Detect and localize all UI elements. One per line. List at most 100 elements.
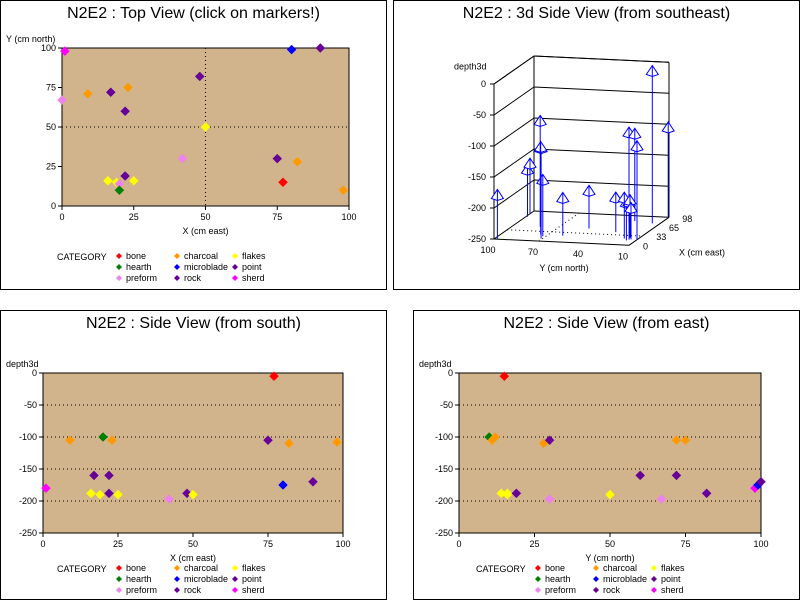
- y-axis-label: Y (cm north): [6, 34, 55, 44]
- x-tick-label: 25: [529, 539, 539, 549]
- y-tick-label: 70: [528, 247, 538, 257]
- point-sherd: [41, 483, 51, 494]
- z-axis-label: depth3d: [454, 62, 487, 72]
- grid-line-z: [533, 86, 670, 94]
- y-tick-label: -100: [19, 432, 37, 442]
- point-sherd: [60, 46, 70, 57]
- y-tick-label: -200: [19, 496, 37, 506]
- legend-label-bone: bone: [126, 251, 146, 261]
- point-rock: [544, 435, 555, 446]
- point-charcoal: [680, 435, 691, 446]
- point-flakes: [605, 489, 615, 500]
- y-tick-label: -250: [435, 528, 453, 538]
- chart-title-3d-view: N2E2 : 3d Side View (from southeast): [462, 5, 731, 22]
- legend-marker-hearth: [116, 576, 122, 582]
- legend-marker-sherd: [232, 587, 238, 593]
- plot-area: [42, 372, 344, 534]
- legend-label-microblade: microblade: [603, 574, 647, 584]
- chart-title-top-view: N2E2 : Top View (click on markers!): [67, 5, 320, 22]
- legend-label-sherd: sherd: [242, 273, 265, 283]
- grid-line-z: [533, 117, 670, 125]
- z-tick-label: -50: [473, 110, 486, 120]
- legend-label-point: point: [242, 262, 262, 272]
- grid-line-z: [533, 55, 670, 63]
- point-charcoal: [487, 435, 498, 446]
- grid-line-z: [533, 148, 670, 156]
- z-tick-label: 0: [481, 79, 486, 89]
- point-point: [89, 470, 99, 481]
- point-rock: [272, 153, 283, 164]
- legend-marker-preform: [116, 587, 122, 593]
- point-hearth: [114, 185, 125, 196]
- legend-marker-bone: [116, 565, 122, 571]
- chart-top-view: 0 25 50 75 100 0 25 50 75 100 X (cm east) Y (cm nor…: [6, 34, 357, 283]
- x-axis-label: X (cm east): [182, 226, 228, 236]
- legend-label-sherd: sherd: [661, 585, 684, 595]
- legend-marker-microblade: [174, 264, 180, 270]
- legend-label-hearth: hearth: [545, 574, 571, 584]
- x-tick-label: 0: [456, 539, 461, 549]
- point-rock: [671, 470, 682, 481]
- grid-line-z: [493, 55, 535, 85]
- legend-label-point: point: [242, 574, 262, 584]
- legend-label-charcoal: charcoal: [603, 563, 637, 573]
- legend-marker-sherd: [651, 587, 657, 593]
- y-tick-label: 10: [618, 251, 628, 261]
- legend-label-hearth: hearth: [126, 574, 152, 584]
- legend-marker-flakes: [651, 565, 657, 571]
- chart-title-east-view: N2E2 : Side View (from east): [503, 315, 710, 332]
- y-tick-label: -50: [440, 400, 453, 410]
- panel-east-view: N2E2 : Side View (from east) 0 25 50 75 100 0…: [413, 310, 800, 600]
- point-charcoal: [107, 435, 117, 446]
- y-tick-label: -250: [19, 528, 37, 538]
- point-preform: [57, 95, 67, 105]
- legend-title: CATEGORY: [57, 252, 107, 262]
- point-rock: [315, 43, 326, 53]
- legend-marker-point: [232, 576, 238, 582]
- point-preform: [164, 494, 174, 504]
- point-point: [635, 470, 646, 481]
- point-flakes: [188, 489, 198, 500]
- y-axis-label: depth3d: [6, 359, 39, 369]
- y-tick-label: -150: [19, 464, 37, 474]
- x-tick-label: 25: [113, 539, 123, 549]
- x-tick-label: 0: [40, 539, 45, 549]
- floor-grid: [538, 212, 580, 242]
- legend-marker-rock: [174, 275, 180, 281]
- legend-marker-bone: [535, 565, 541, 571]
- y-tick-label: 0: [51, 201, 56, 211]
- point-point: [120, 171, 130, 181]
- legend-marker-flakes: [232, 253, 238, 259]
- point-rock: [194, 71, 205, 82]
- x-tick-label: 50: [200, 212, 210, 222]
- legend-marker-point: [232, 264, 238, 270]
- point-rock: [105, 87, 116, 98]
- legend-label-charcoal: charcoal: [184, 251, 218, 261]
- panel-3d-view: N2E2 : 3d Side View (from southeast) 0 -5…: [393, 0, 800, 290]
- chart-title-south-view: N2E2 : Side View (from south): [86, 315, 301, 332]
- point-bone: [499, 371, 510, 382]
- grid-line-z: [533, 179, 670, 187]
- legend-marker-charcoal: [593, 565, 599, 571]
- x-tick-label: 50: [188, 539, 198, 549]
- panel-south-view: N2E2 : Side View (from south) 0 25 50 75 100…: [0, 310, 387, 600]
- point-flakes: [502, 489, 513, 500]
- point-hearth: [98, 432, 108, 442]
- floor-grid: [507, 229, 643, 237]
- y-axis-label: Y (cm north): [539, 263, 588, 273]
- y-tick-label: 25: [46, 162, 56, 172]
- chart-east-view: 0 25 50 75 100 0 -50 -100 -150 -200 -250 Y (cm nort…: [419, 359, 769, 595]
- point-preform: [544, 494, 555, 504]
- point-point: [511, 488, 522, 499]
- legend-title: CATEGORY: [476, 564, 526, 574]
- y-tick-label: -100: [435, 432, 453, 442]
- legend-marker-charcoal: [174, 565, 180, 571]
- z-tick-label: -100: [468, 141, 486, 151]
- legend-label-rock: rock: [184, 585, 202, 595]
- z-tick-label: -150: [468, 172, 486, 182]
- point-charcoal: [338, 185, 349, 196]
- y-tick-label: 100: [41, 43, 56, 53]
- legend-label-bone: bone: [545, 563, 565, 573]
- point-charcoal: [671, 435, 682, 446]
- point-charcoal: [284, 438, 294, 449]
